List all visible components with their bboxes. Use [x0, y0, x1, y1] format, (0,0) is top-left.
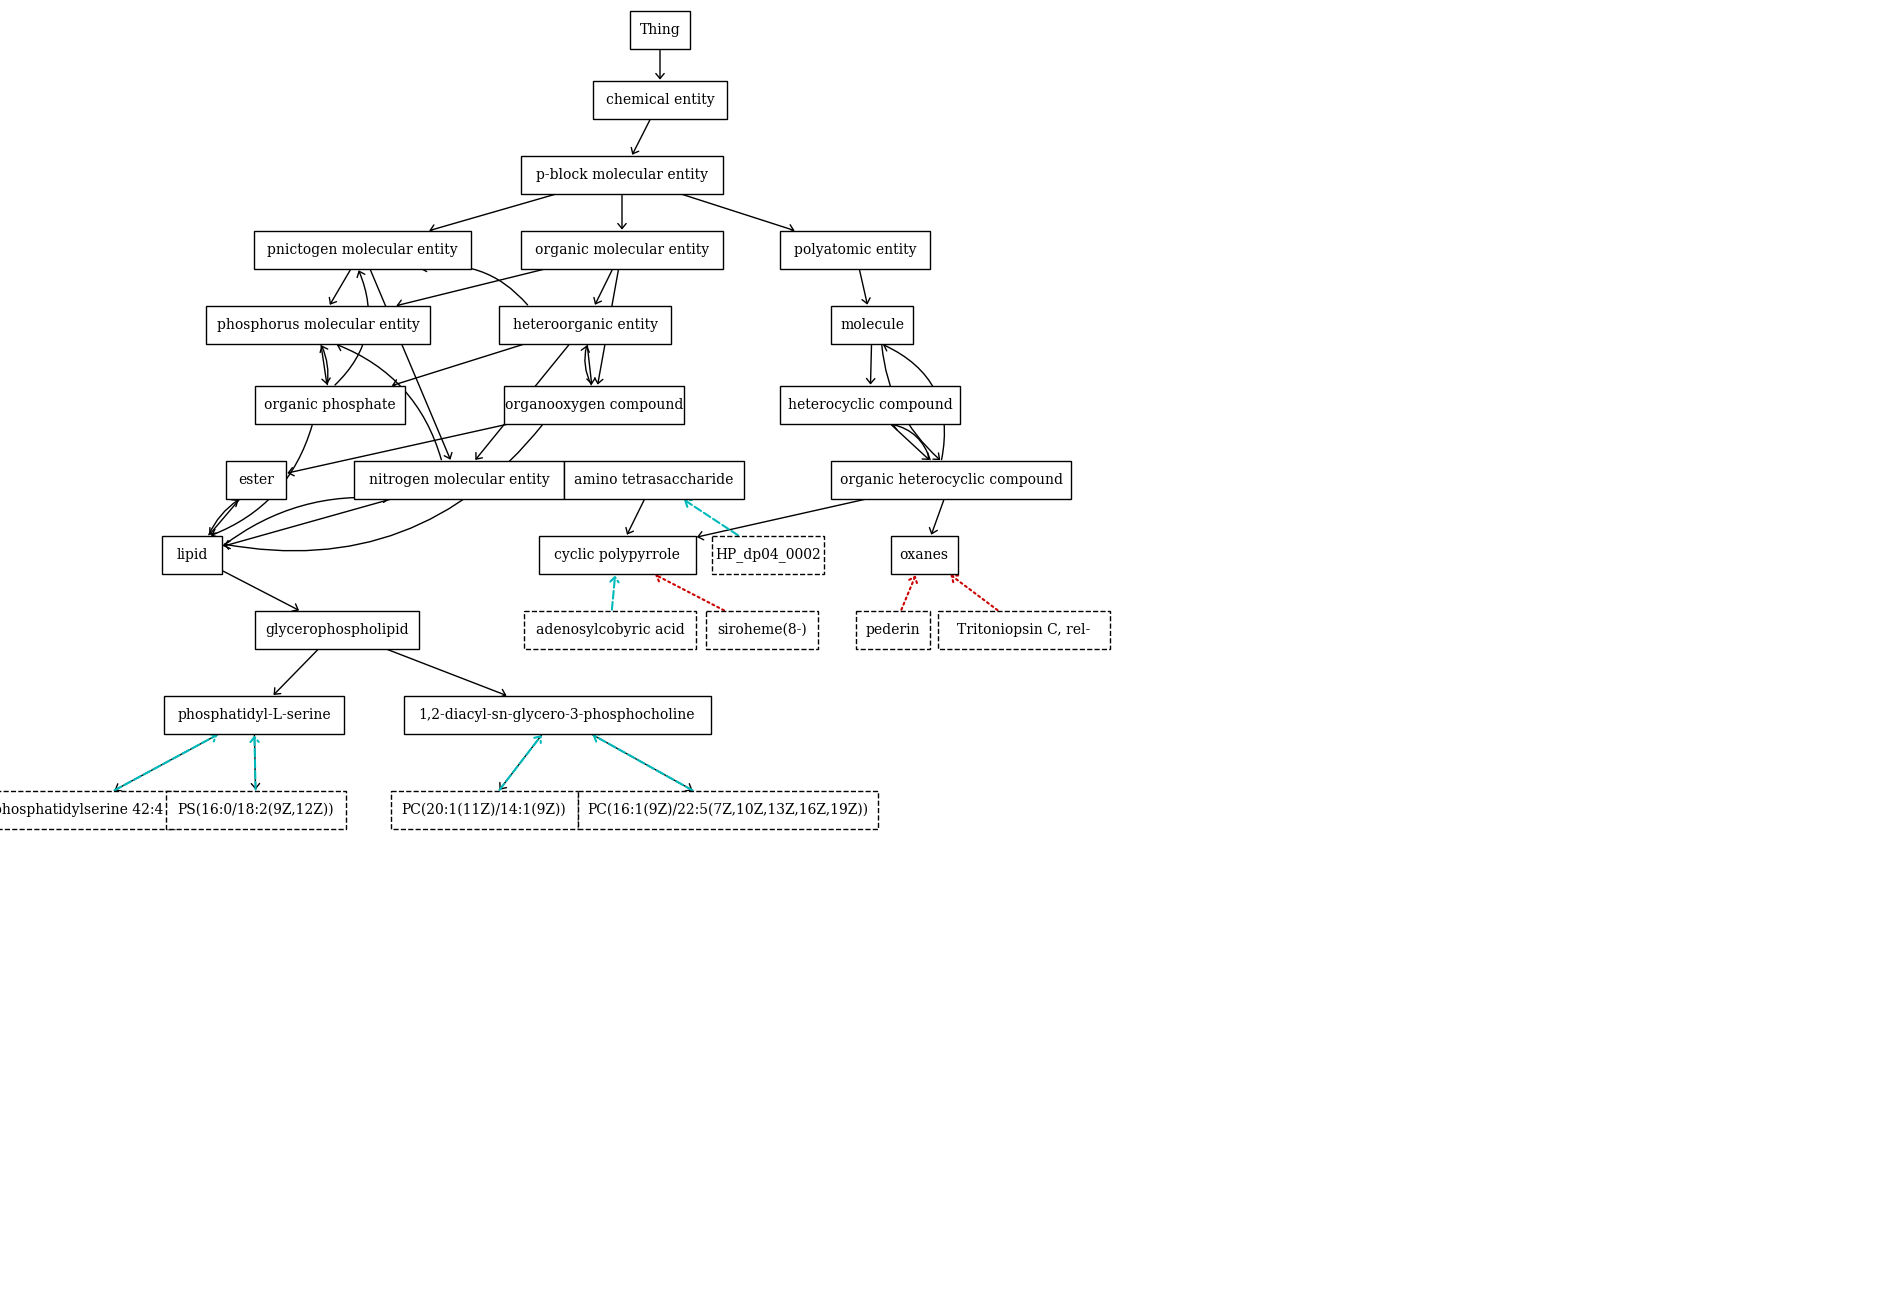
FancyBboxPatch shape [779, 386, 960, 424]
Text: organic heterocyclic compound: organic heterocyclic compound [840, 472, 1063, 487]
FancyBboxPatch shape [593, 80, 728, 119]
FancyBboxPatch shape [253, 231, 471, 269]
FancyBboxPatch shape [937, 611, 1110, 649]
FancyBboxPatch shape [162, 536, 222, 574]
Text: Tritoniopsin C, rel-: Tritoniopsin C, rel- [958, 623, 1091, 637]
Text: glycerophospholipid: glycerophospholipid [264, 623, 409, 637]
Text: heteroorganic entity: heteroorganic entity [513, 318, 658, 332]
Text: organic phosphate: organic phosphate [264, 398, 395, 411]
FancyBboxPatch shape [705, 611, 817, 649]
Text: polyatomic entity: polyatomic entity [795, 243, 916, 257]
FancyBboxPatch shape [855, 611, 930, 649]
FancyBboxPatch shape [226, 461, 285, 498]
Text: pnictogen molecular entity: pnictogen molecular entity [266, 243, 458, 257]
Text: organic molecular entity: organic molecular entity [534, 243, 709, 257]
FancyBboxPatch shape [538, 536, 696, 574]
FancyBboxPatch shape [779, 231, 930, 269]
Text: PC(20:1(11Z)/14:1(9Z)): PC(20:1(11Z)/14:1(9Z)) [401, 803, 566, 816]
FancyBboxPatch shape [498, 306, 671, 344]
FancyBboxPatch shape [521, 156, 722, 193]
FancyBboxPatch shape [890, 536, 958, 574]
FancyBboxPatch shape [521, 231, 722, 269]
FancyBboxPatch shape [525, 611, 696, 649]
Text: PC(16:1(9Z)/22:5(7Z,10Z,13Z,16Z,19Z)): PC(16:1(9Z)/22:5(7Z,10Z,13Z,16Z,19Z)) [587, 803, 869, 816]
Text: pederin: pederin [865, 623, 920, 637]
Text: phosphatidyl-L-serine: phosphatidyl-L-serine [177, 707, 331, 722]
FancyBboxPatch shape [0, 790, 175, 829]
Text: chemical entity: chemical entity [606, 93, 715, 106]
Text: phosphatidylserine 42:4: phosphatidylserine 42:4 [0, 803, 163, 816]
FancyBboxPatch shape [403, 696, 711, 733]
FancyBboxPatch shape [713, 536, 823, 574]
Text: HP_dp04_0002: HP_dp04_0002 [715, 548, 821, 562]
FancyBboxPatch shape [165, 790, 346, 829]
Text: cyclic polypyrrole: cyclic polypyrrole [553, 548, 681, 562]
Text: oxanes: oxanes [899, 548, 949, 562]
FancyBboxPatch shape [255, 386, 405, 424]
Text: amino tetrasaccharide: amino tetrasaccharide [574, 472, 734, 487]
Text: nitrogen molecular entity: nitrogen molecular entity [369, 472, 549, 487]
Text: adenosylcobyric acid: adenosylcobyric acid [536, 623, 684, 637]
FancyBboxPatch shape [629, 10, 690, 49]
Text: p-block molecular entity: p-block molecular entity [536, 167, 707, 182]
FancyBboxPatch shape [831, 306, 912, 344]
FancyBboxPatch shape [390, 790, 578, 829]
FancyBboxPatch shape [578, 790, 878, 829]
Text: ester: ester [238, 472, 274, 487]
Text: organooxygen compound: organooxygen compound [506, 398, 682, 411]
Text: 1,2-diacyl-sn-glycero-3-phosphocholine: 1,2-diacyl-sn-glycero-3-phosphocholine [418, 707, 696, 722]
Text: phosphorus molecular entity: phosphorus molecular entity [217, 318, 420, 332]
Text: PS(16:0/18:2(9Z,12Z)): PS(16:0/18:2(9Z,12Z)) [177, 803, 335, 816]
Text: molecule: molecule [840, 318, 905, 332]
Text: lipid: lipid [177, 548, 207, 562]
FancyBboxPatch shape [163, 696, 344, 733]
FancyBboxPatch shape [205, 306, 430, 344]
Text: heterocyclic compound: heterocyclic compound [787, 398, 952, 411]
FancyBboxPatch shape [504, 386, 684, 424]
Text: Thing: Thing [639, 23, 681, 38]
FancyBboxPatch shape [831, 461, 1070, 498]
FancyBboxPatch shape [565, 461, 743, 498]
Text: siroheme(8-): siroheme(8-) [717, 623, 806, 637]
FancyBboxPatch shape [354, 461, 565, 498]
FancyBboxPatch shape [255, 611, 420, 649]
